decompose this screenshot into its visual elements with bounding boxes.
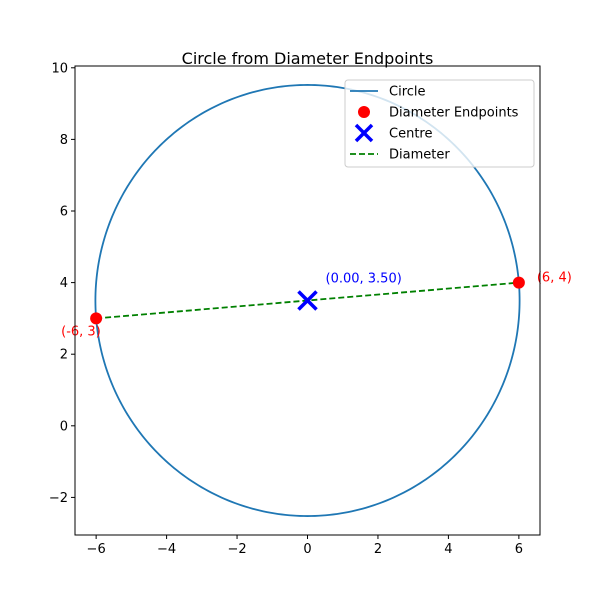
legend-entry: Diameter: [350, 148, 450, 163]
legend-label: Diameter: [389, 148, 450, 163]
axis-ticks: −6 −4 −2 0 2 4 6 −2 0 2 4 6 8 10: [49, 61, 523, 557]
axes-frame: [74, 65, 541, 536]
x-tick-label: −2: [227, 542, 246, 557]
x-tick-label: 4: [444, 542, 452, 557]
centre-marker: [297, 290, 318, 311]
x-tick-label: −6: [87, 542, 106, 557]
centre-label: (0.00, 3.50): [326, 272, 402, 287]
legend-entry: Diameter Endpoints: [358, 106, 519, 121]
endpoint-label-1: (-6, 3): [61, 324, 101, 339]
legend-items: Circle Diameter Endpoints Centre Diameter: [350, 85, 519, 163]
endpoint-marker-2: [512, 276, 525, 289]
x-tick-label: 2: [374, 542, 382, 557]
x-tick-label: 0: [303, 542, 311, 557]
legend-entry: Circle: [350, 85, 426, 100]
y-tick-label: 6: [60, 204, 68, 219]
y-tick-label: 10: [51, 61, 68, 76]
x-tick-label: 6: [515, 542, 523, 557]
endpoint-marker-1: [90, 312, 103, 325]
centre-marker-stroke: [297, 290, 318, 311]
legend-swatch-dot: [358, 106, 370, 118]
legend-box: [344, 79, 535, 168]
chart-title: Circle from Diameter Endpoints: [182, 49, 434, 68]
legend-entry: Centre: [354, 123, 432, 143]
legend-label: Centre: [389, 127, 432, 142]
legend: Circle Diameter Endpoints Centre Diameter: [344, 79, 535, 168]
legend-label: Diameter Endpoints: [389, 106, 519, 121]
y-tick-label: 8: [60, 133, 68, 148]
legend-label: Circle: [389, 85, 426, 100]
y-tick-label: 4: [60, 276, 68, 291]
endpoint-label-2: (6, 4): [537, 271, 572, 286]
y-tick-label: 0: [60, 419, 68, 434]
legend-swatch-x: [354, 123, 374, 143]
y-tick-label: −2: [49, 491, 68, 506]
y-tick-label: 2: [60, 348, 68, 363]
x-tick-label: −4: [157, 542, 176, 557]
